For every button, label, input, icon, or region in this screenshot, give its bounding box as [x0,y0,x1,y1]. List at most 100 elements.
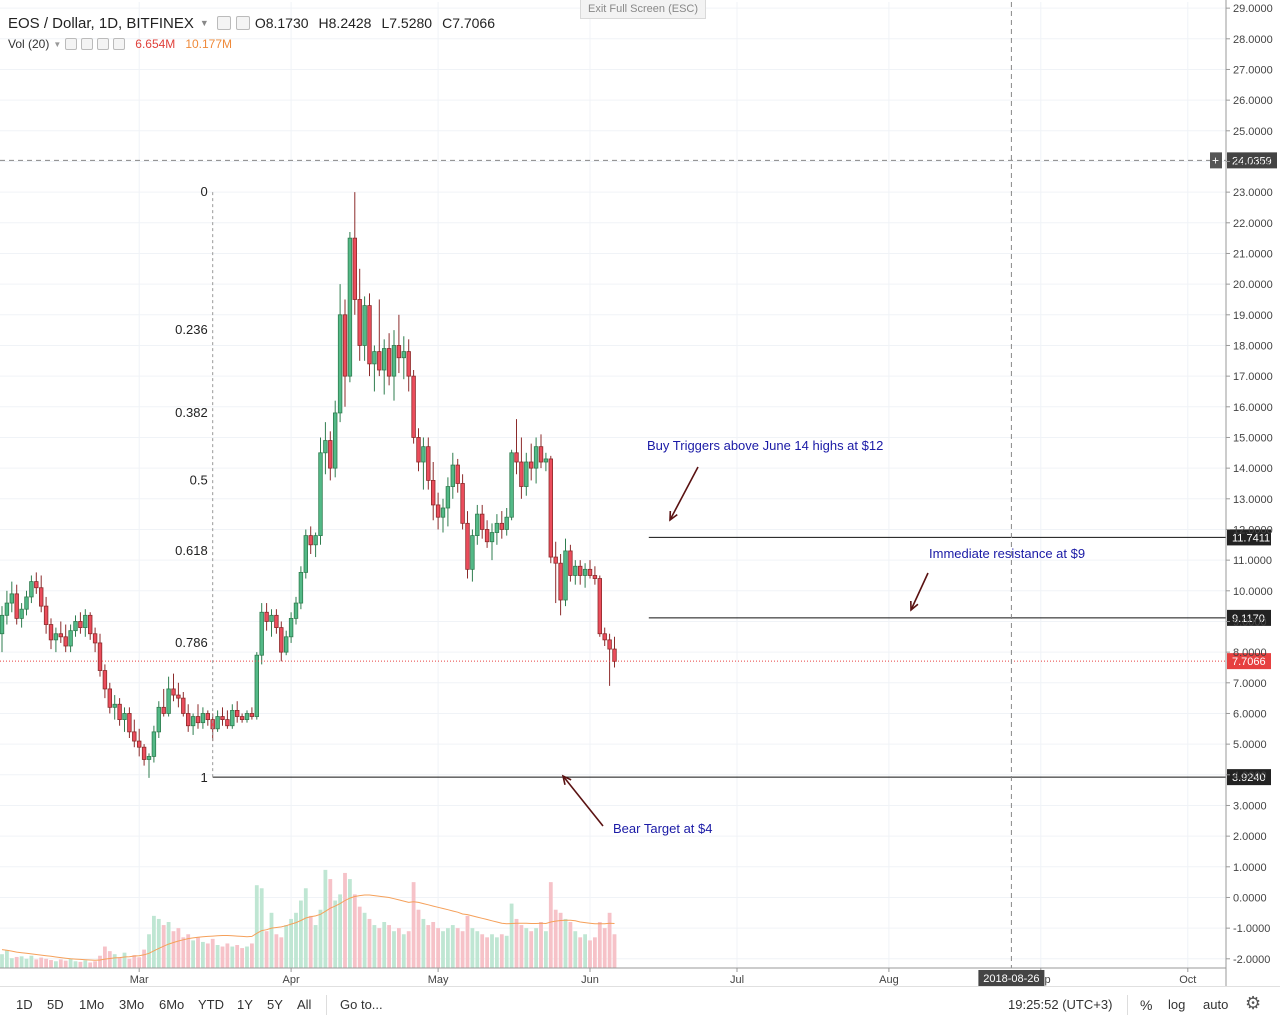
y-tick-label: 1.0000 [1233,862,1267,874]
plus-icon[interactable] [97,38,110,50]
plus-icon[interactable] [1210,152,1222,169]
volume-bar [485,937,489,968]
gear-icon[interactable]: ⚙ [1245,993,1262,1013]
candle [107,682,112,714]
volume-bar [318,909,323,968]
candle-body [269,614,274,622]
exit-fullscreen-button[interactable]: Exit Full Screen (ESC) [580,0,706,19]
close-icon[interactable] [113,38,126,50]
annotation-text[interactable]: Buy Triggers above June 14 highs at $12 [647,438,883,453]
range-1y-button[interactable]: 1Y [237,997,253,1012]
settings-icon[interactable] [81,38,94,50]
candle [367,293,372,377]
annotation-text[interactable]: Bear Target at $4 [613,821,713,836]
range-1mo-button[interactable]: 1Mo [79,997,105,1012]
candle [342,299,348,407]
candle [166,676,171,717]
candle [533,437,539,484]
candle-body [9,593,14,604]
volume-bar [450,925,455,968]
y-tick-label: 23.0000 [1233,187,1273,199]
candle-body [509,452,514,518]
candle-body [553,556,558,564]
y-tick-label: 18.0000 [1233,340,1273,352]
candle-body [293,602,299,619]
candle-body [146,756,152,760]
candle-body [53,633,59,641]
range-3mo-button[interactable]: 3Mo [119,997,145,1012]
symbol-title[interactable]: EOS / Dollar, 1D, BITFINEX [8,14,194,32]
annotation-text[interactable]: Immediate resistance at $9 [929,546,1085,561]
chevron-down-icon[interactable]: ▼ [199,18,209,28]
candle [283,630,289,656]
clock-time[interactable]: 19:25:52 (UTC+3) [1008,997,1113,1012]
candle [499,511,504,539]
eye-icon[interactable] [65,38,78,50]
candle-body [63,636,68,647]
candle-body [249,713,255,717]
range-5y-button[interactable]: 5Y [267,997,283,1012]
candle [582,563,588,588]
chevron-down-icon[interactable]: ▼ [53,39,62,49]
volume-label[interactable]: Vol (20) [8,37,50,51]
volume-bar [539,922,543,968]
candle [416,428,421,472]
volume-bar [416,909,421,968]
candle [176,682,181,708]
volume-bar [460,931,465,968]
candle [200,707,206,729]
candle [230,704,235,729]
candle-body [112,703,117,708]
y-tick-label: -1.0000 [1233,923,1270,935]
volume-bar [495,937,499,968]
range-all-button[interactable]: All [297,997,312,1012]
candle-body [220,716,225,720]
annotations: +24.0359 Buy Triggers above June 14 highs… [0,2,1277,968]
candle [269,609,274,637]
range-6mo-button[interactable]: 6Mo [159,997,185,1012]
crosshair-price-label: 24.0359 [1232,155,1272,167]
candle-body [337,314,343,414]
candle [475,504,480,545]
candle [332,400,338,478]
percent-scale-toggle[interactable]: % [1140,997,1153,1013]
volume-bar [235,945,240,968]
candle [39,575,44,613]
y-tick-label: 2.0000 [1233,831,1267,843]
volume-bars [0,869,617,968]
annotation-arrowhead [669,510,678,522]
range-ytd-button[interactable]: YTD [198,997,224,1012]
candle-body [141,746,147,760]
range-5d-button[interactable]: 5D [47,997,64,1012]
candle [185,704,191,732]
candle [92,627,98,653]
settings-icon[interactable] [235,16,250,30]
candle-body [426,446,431,481]
volume-bar [44,958,48,968]
candle [323,422,328,475]
candle-body [465,522,470,570]
candle-body [97,642,103,671]
volume-bar [534,928,538,968]
candle [244,710,250,723]
range-1d-button[interactable]: 1D [16,997,33,1012]
volume-bar [152,915,156,968]
volume-bar [264,931,269,968]
volume-bar [269,912,274,968]
go-to-date-button[interactable]: Go to... [340,997,383,1012]
log-scale-toggle[interactable]: log [1168,997,1186,1012]
annotation-arrow [562,775,604,827]
eye-icon[interactable] [216,16,231,30]
volume-bar [83,960,88,968]
candle [504,508,509,536]
volume-bar [313,925,318,968]
auto-scale-toggle[interactable]: auto [1203,997,1229,1012]
candle-body [357,299,362,346]
candle [377,299,382,377]
crosshair-date-label: 2018-08-26 [983,973,1039,985]
candle [293,596,299,625]
candle-body [587,568,593,576]
candle [489,523,495,561]
candle-body [401,351,406,359]
